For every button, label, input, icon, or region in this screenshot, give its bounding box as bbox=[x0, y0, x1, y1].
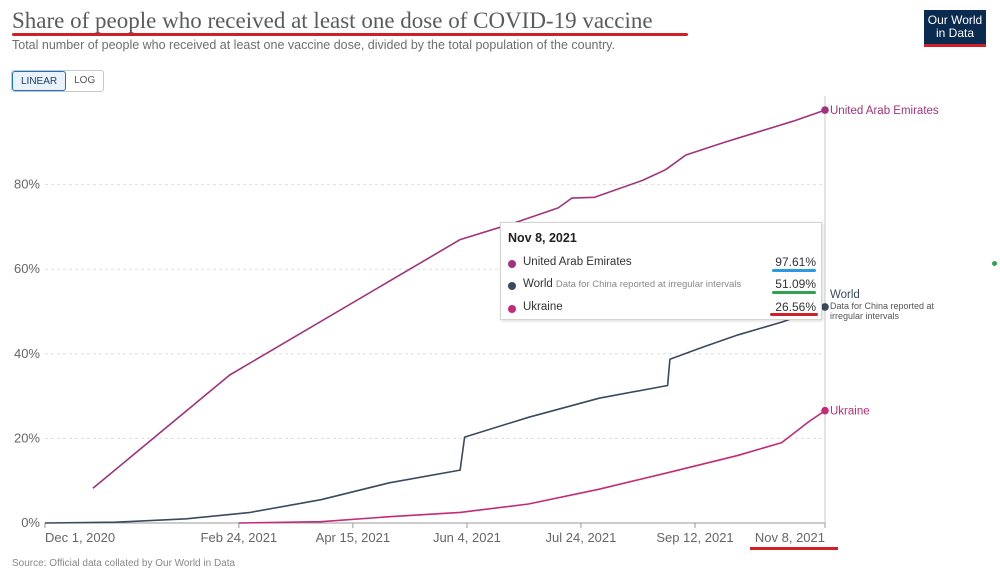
linear-scale-button[interactable]: LINEAR bbox=[12, 71, 67, 91]
series-lines bbox=[44, 106, 829, 524]
chart-subtitle: Total number of people who received at l… bbox=[12, 38, 615, 52]
scale-toggle: LINEAR LOG bbox=[11, 70, 105, 92]
series-end-note: Data for China reported at irregular inte… bbox=[830, 301, 935, 321]
y-tick-label: 60% bbox=[14, 261, 40, 276]
owid-logo[interactable]: Our World in Data bbox=[924, 10, 986, 44]
tooltip-row-name-text: World bbox=[523, 278, 553, 290]
date-annotation-underline bbox=[750, 547, 838, 550]
series-end-point[interactable] bbox=[821, 106, 829, 114]
title-annotation-underline bbox=[12, 33, 688, 36]
x-tick-label: Jun 4, 2021 bbox=[433, 530, 501, 545]
logo-line-1: Our World bbox=[927, 13, 983, 27]
tooltip-row-ukraine: Ukraine 26.56% bbox=[508, 300, 816, 318]
world-dot-icon bbox=[508, 282, 516, 290]
tooltip-row-name: United Arab Emirates bbox=[523, 256, 632, 268]
y-axis-ticks: 0% 20% 40% 60% 80% bbox=[14, 177, 40, 530]
chart-title: Share of people who received at least on… bbox=[12, 8, 653, 33]
y-tick-label: 80% bbox=[14, 177, 40, 192]
logo-line-2: in Data bbox=[935, 26, 975, 40]
tooltip-date: Nov 8, 2021 bbox=[508, 231, 577, 245]
x-tick-label: Jul 24, 2021 bbox=[546, 530, 617, 545]
ukraine-dot-icon bbox=[508, 305, 516, 313]
series-end-point[interactable] bbox=[821, 303, 829, 311]
y-tick-label: 40% bbox=[14, 346, 40, 361]
tooltip-row-uae: United Arab Emirates 97.61% bbox=[508, 255, 816, 273]
world-value-highlight bbox=[772, 291, 816, 294]
x-tick-label: Dec 1, 2020 bbox=[45, 530, 115, 545]
x-tick-label: Feb 24, 2021 bbox=[201, 530, 278, 545]
uae-dot-icon bbox=[508, 260, 516, 268]
y-tick-label: 0% bbox=[21, 515, 40, 530]
tooltip-row-value: 97.61% bbox=[775, 255, 816, 269]
series-end-label[interactable]: World bbox=[830, 289, 860, 301]
x-tick-label: Sep 12, 2021 bbox=[656, 530, 733, 545]
source-note: Source: Official data collated by Our Wo… bbox=[12, 558, 236, 569]
uae-value-highlight bbox=[772, 269, 816, 272]
x-tick-label: Apr 15, 2021 bbox=[316, 530, 390, 545]
x-axis-ticks: Dec 1, 2020 Feb 24, 2021 Apr 15, 2021 Jun 4… bbox=[44, 523, 826, 545]
tooltip-row-value: 26.56% bbox=[775, 300, 816, 314]
series-line-world[interactable] bbox=[44, 306, 826, 524]
tooltip-row-note: Data for China reported at irregular int… bbox=[555, 279, 742, 290]
series-end-point[interactable] bbox=[821, 406, 829, 415]
series-end-label[interactable]: United Arab Emirates bbox=[830, 105, 939, 117]
tooltip-row-name: World Data for China reported at irregula… bbox=[523, 278, 741, 290]
edge-marker bbox=[992, 261, 997, 266]
tooltip-row-name: Ukraine bbox=[523, 301, 563, 313]
ukraine-value-highlight bbox=[770, 313, 818, 316]
series-end-label[interactable]: Ukraine bbox=[830, 406, 870, 418]
series-line-united-arab-emirates[interactable] bbox=[92, 109, 826, 489]
tooltip-row-value: 51.09% bbox=[775, 277, 816, 291]
tooltip: Nov 8, 2021 United Arab Emirates 97.61% … bbox=[500, 222, 822, 320]
x-tick-label: Nov 8, 2021 bbox=[755, 530, 825, 545]
logo-annotation-underline bbox=[924, 44, 986, 47]
tooltip-row-world: World Data for China reported at irregula… bbox=[508, 277, 816, 295]
y-tick-label: 20% bbox=[14, 430, 40, 445]
series-line-ukraine[interactable] bbox=[238, 410, 826, 524]
log-scale-button[interactable]: LOG bbox=[74, 75, 96, 86]
